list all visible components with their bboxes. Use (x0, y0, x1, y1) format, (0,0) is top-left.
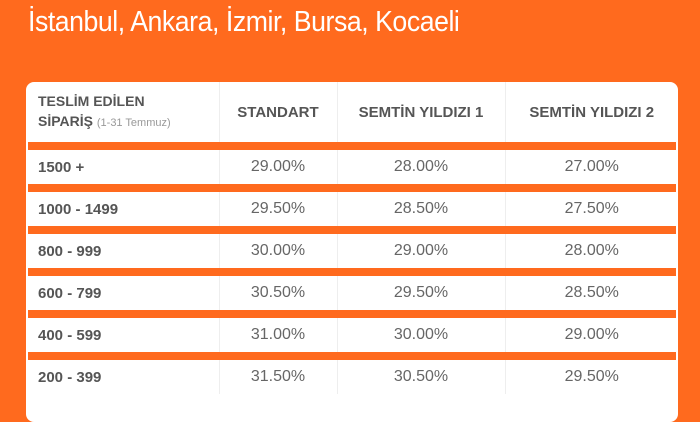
table-row: 1000 - 1499 29.50% 28.50% 27.50% (26, 192, 678, 226)
rate-cell: 29.50% (336, 276, 505, 310)
rate-cell: 27.00% (504, 150, 678, 184)
header-semtin-yildizi-1: SEMTİN YILDIZI 1 (336, 82, 505, 142)
row-divider (26, 268, 678, 276)
rate-cell: 28.50% (336, 192, 505, 226)
rate-cell: 30.00% (336, 318, 505, 352)
rate-cell: 29.00% (218, 150, 337, 184)
table-header-row: TESLİM EDİLEN SİPARİŞ (1-31 Temmuz) STAN… (26, 82, 678, 142)
rate-cell: 28.00% (504, 234, 678, 268)
rate-cell: 27.50% (504, 192, 678, 226)
order-range-cell: 1000 - 1499 (38, 200, 119, 218)
rate-cell: 29.50% (218, 192, 337, 226)
table-row: 600 - 799 30.50% 29.50% 28.50% (26, 276, 678, 310)
page-title: İstanbul, Ankara, İzmir, Bursa, Kocaeli (28, 6, 460, 38)
header-period: (1-31 Temmuz) (96, 117, 171, 129)
order-range-cell: 800 - 999 (38, 242, 102, 260)
commission-table: TESLİM EDİLEN SİPARİŞ (1-31 Temmuz) STAN… (26, 82, 678, 394)
header-delivered-orders: TESLİM EDİLEN SİPARİŞ (1-31 Temmuz) (26, 82, 219, 142)
order-range-cell: 200 - 399 (38, 368, 102, 386)
order-range-cell: 1500 + (38, 158, 85, 176)
rate-cell: 31.00% (218, 318, 337, 352)
table-row: 400 - 599 31.00% 30.00% 29.00% (26, 318, 678, 352)
table-row: 200 - 399 31.50% 30.50% 29.50% (26, 360, 678, 394)
rate-cell: 31.50% (218, 360, 337, 394)
row-divider (26, 226, 678, 234)
header-semtin-yildizi-2: SEMTİN YILDIZI 2 (504, 82, 678, 142)
orange-divider (28, 142, 676, 150)
order-range-cell: 400 - 599 (38, 326, 102, 344)
rate-cell: 29.00% (336, 234, 505, 268)
row-divider (26, 184, 678, 192)
orange-divider (28, 226, 676, 234)
rate-cell: 30.50% (336, 360, 505, 394)
row-divider (26, 142, 678, 150)
rate-cell: 29.00% (504, 318, 678, 352)
table-row: 1500 + 29.00% 28.00% 27.00% (26, 150, 678, 184)
rate-cell: 30.50% (218, 276, 337, 310)
rate-cell: 28.50% (504, 276, 678, 310)
rate-cell: 29.50% (504, 360, 678, 394)
row-divider (26, 352, 678, 360)
order-range-cell: 600 - 799 (38, 284, 102, 302)
orange-divider (28, 310, 676, 318)
header-line1: TESLİM EDİLEN (38, 93, 145, 109)
orange-divider (28, 268, 676, 276)
header-standart: STANDART (218, 82, 337, 142)
header-line2: SİPARİŞ (38, 113, 93, 129)
orange-divider (28, 184, 676, 192)
commission-table-card: TESLİM EDİLEN SİPARİŞ (1-31 Temmuz) STAN… (26, 82, 678, 422)
orange-divider (28, 352, 676, 360)
rate-cell: 30.00% (218, 234, 337, 268)
table-row: 800 - 999 30.00% 29.00% 28.00% (26, 234, 678, 268)
rate-cell: 28.00% (336, 150, 505, 184)
row-divider (26, 310, 678, 318)
